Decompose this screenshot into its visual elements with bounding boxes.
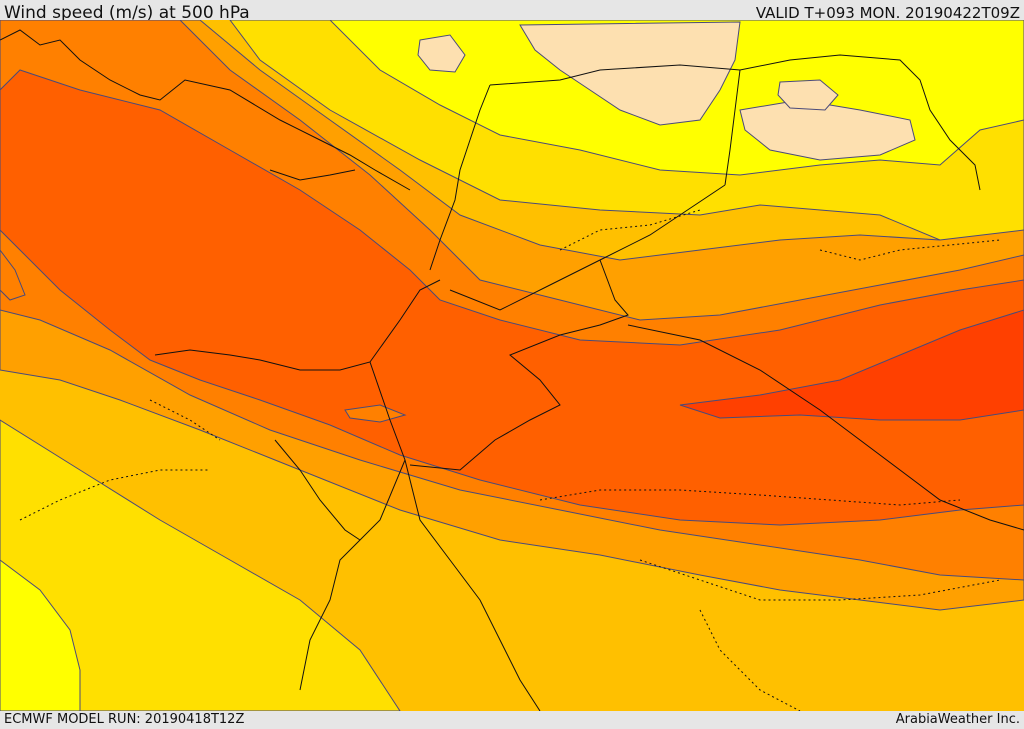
band-lightest-patch-2 <box>777 79 839 111</box>
band-gold-southwest <box>0 419 401 711</box>
band-lightest-patch <box>417 34 466 73</box>
province-borders <box>19 209 1001 711</box>
map-header: Wind speed (m/s) at 500 hPa VALID T+093 … <box>0 0 1024 23</box>
band-lightest-east <box>739 99 916 161</box>
map-footer: ECMWF MODEL RUN: 20190418T12Z ArabiaWeat… <box>0 711 1024 729</box>
credit-label: ArabiaWeather Inc. <box>895 712 1020 727</box>
band-lightest-north <box>519 21 741 126</box>
band-red-max <box>679 309 1024 421</box>
model-run: ECMWF MODEL RUN: 20190418T12Z <box>4 712 245 727</box>
map-title: Wind speed (m/s) at 500 hPa <box>4 3 250 23</box>
contour-patch-1 <box>344 404 407 423</box>
contour-patch-2 <box>0 249 26 301</box>
wind-speed-map <box>0 20 1024 711</box>
band-yellow-southwest <box>0 559 81 711</box>
valid-time: VALID T+093 MON. 20190422T09Z <box>755 4 1020 22</box>
coastlines <box>0 29 541 711</box>
country-borders <box>409 54 1024 531</box>
